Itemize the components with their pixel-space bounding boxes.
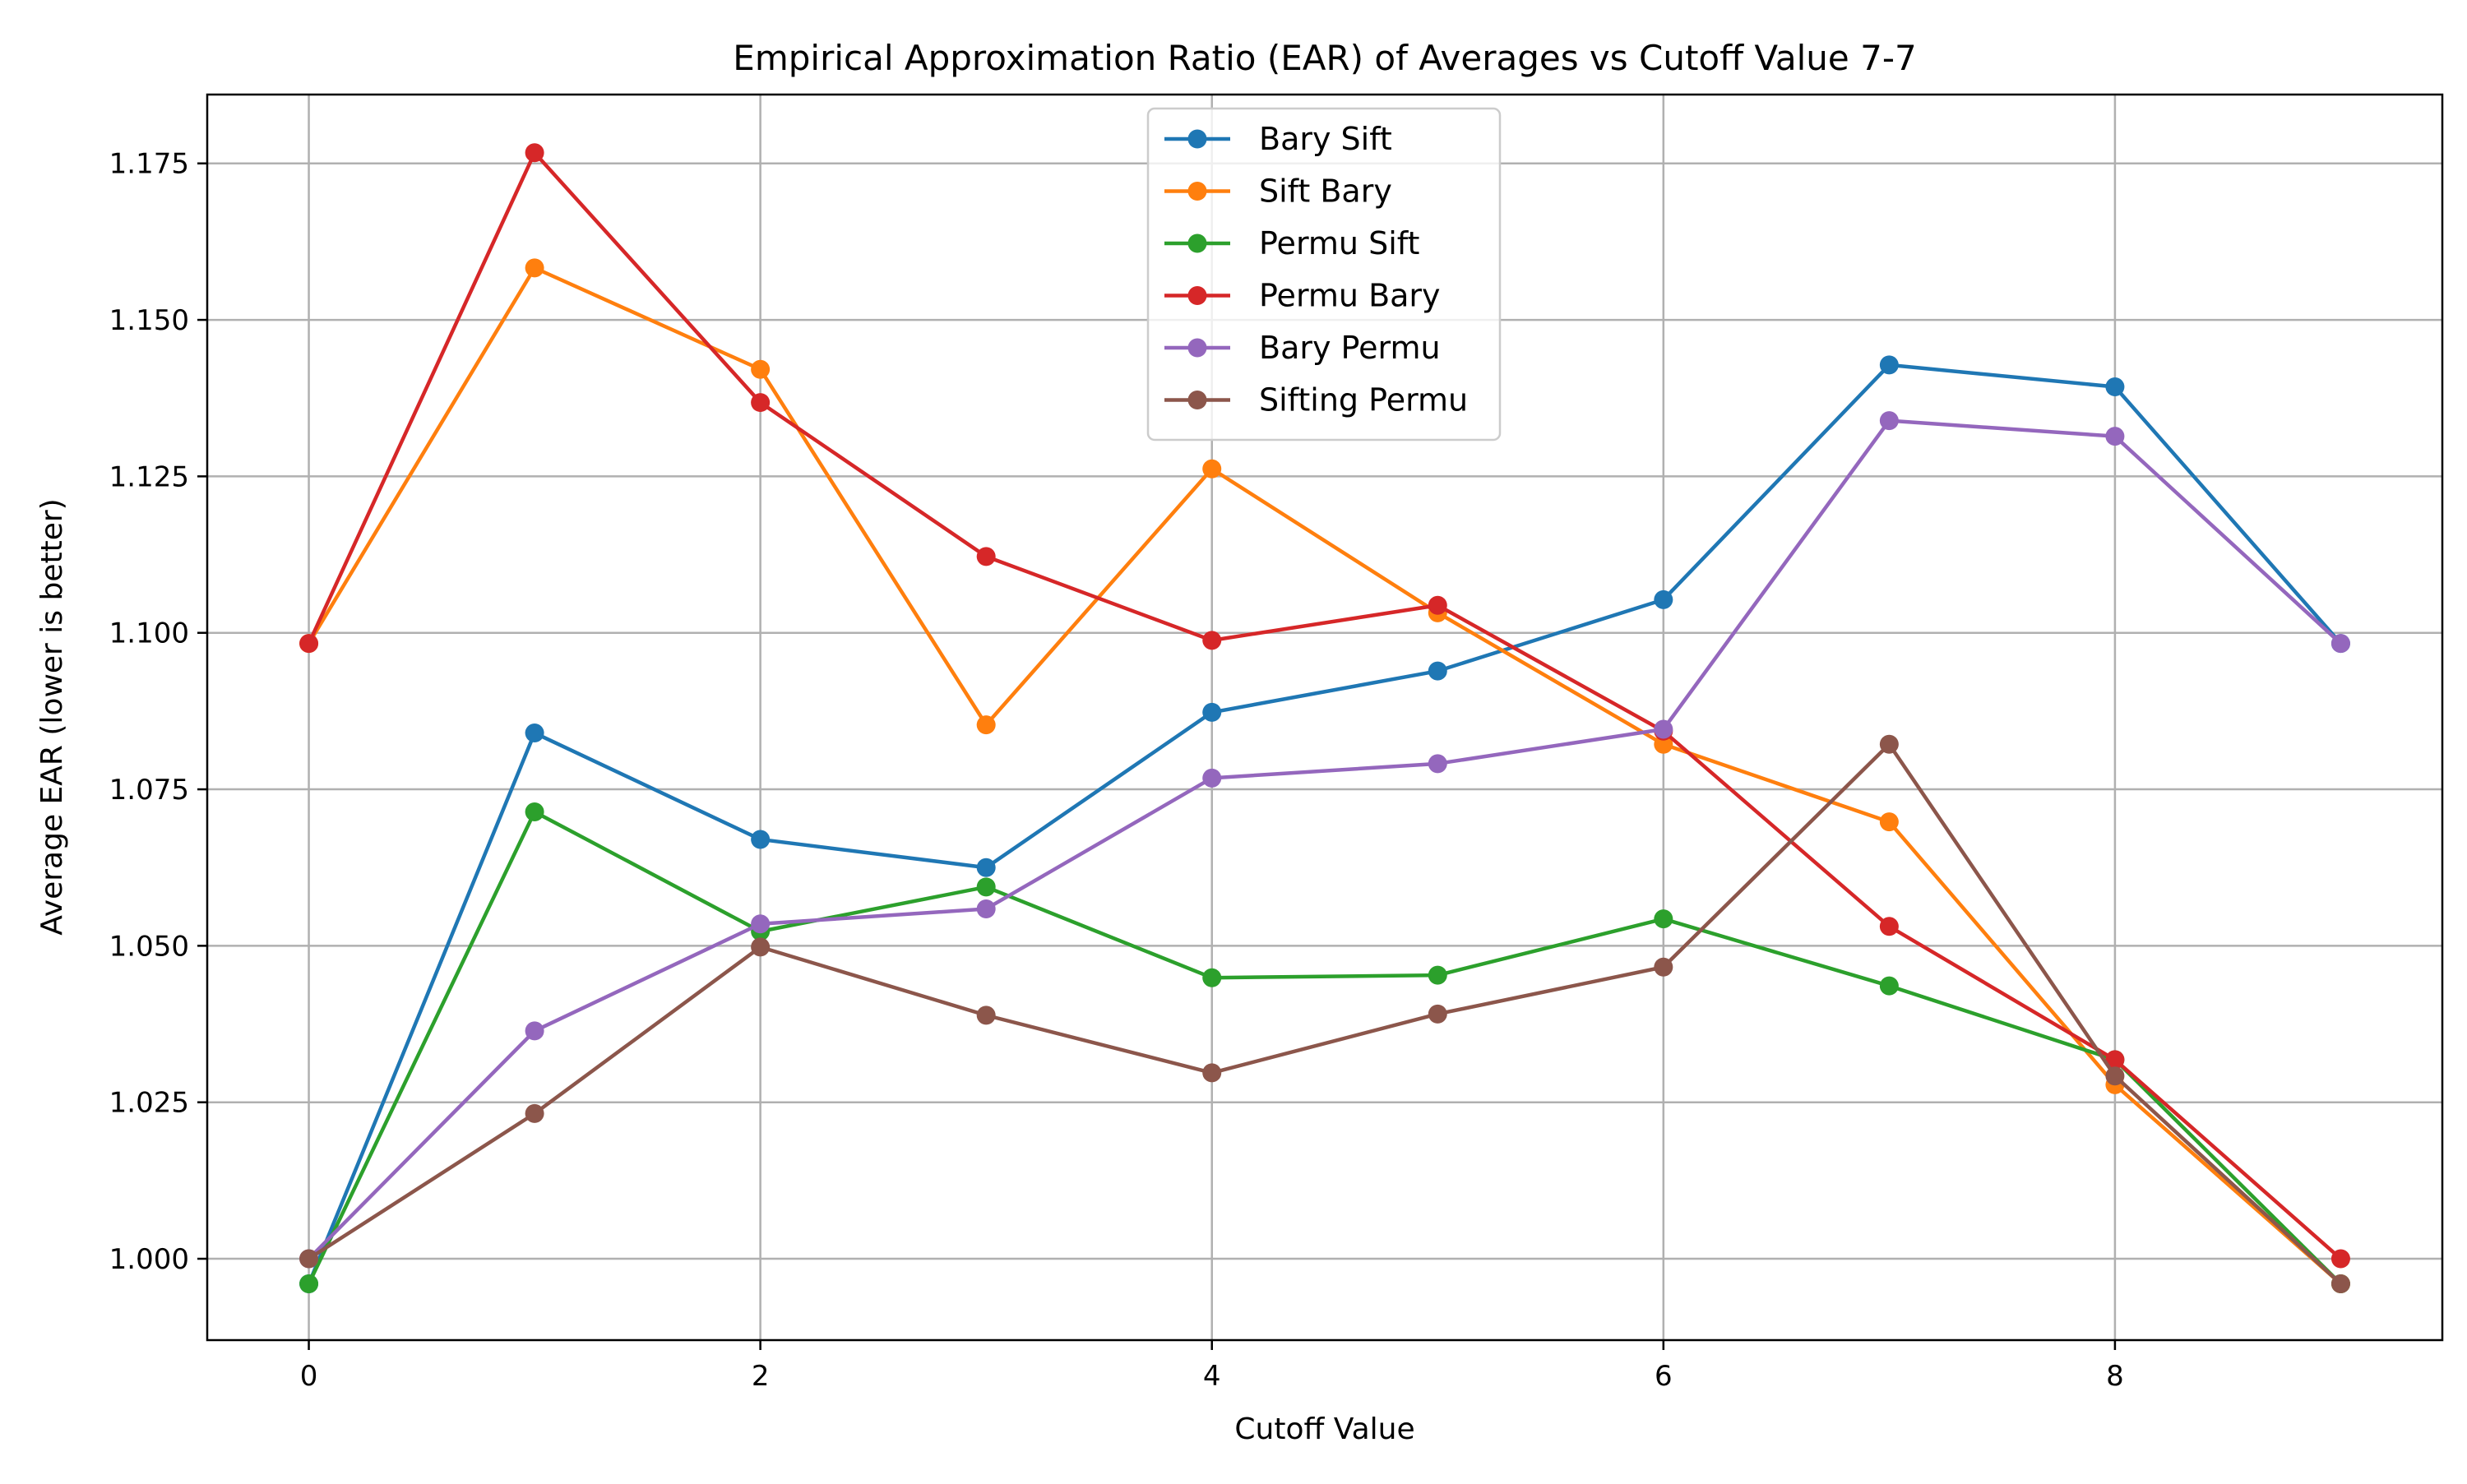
data-point — [1202, 702, 1222, 722]
x-tick-label: 8 — [2106, 1360, 2124, 1393]
legend-item: Sift Bary — [1164, 173, 1392, 210]
y-tick-label: 1.000 — [109, 1243, 189, 1276]
x-tick-label: 0 — [300, 1360, 318, 1393]
data-point — [1202, 968, 1222, 987]
data-point — [299, 1274, 319, 1293]
series-line — [307, 418, 2342, 1260]
y-tick-label: 1.075 — [109, 774, 189, 807]
data-point — [525, 1103, 544, 1123]
x-axis-label: Cutoff Value — [1234, 1412, 1414, 1446]
data-point — [1654, 957, 1673, 977]
data-point — [751, 914, 771, 934]
data-point — [976, 715, 996, 735]
plot-frame — [206, 93, 2444, 1342]
legend-marker — [1187, 391, 1207, 409]
data-point — [751, 393, 771, 413]
legend-marker — [1187, 338, 1207, 358]
series-line — [307, 363, 2343, 1285]
series-line — [308, 742, 2342, 1286]
data-point — [1202, 631, 1222, 650]
series-line — [307, 266, 2342, 1286]
series-bary-permu — [299, 411, 2350, 1269]
data-point — [525, 1021, 544, 1041]
legend-label: Permu Bary — [1259, 278, 1441, 314]
y-tick-label: 1.025 — [109, 1087, 189, 1120]
data-point — [1879, 917, 1899, 936]
data-point — [299, 1249, 319, 1269]
data-point — [1428, 1004, 1447, 1024]
data-point — [1879, 734, 1899, 754]
data-point — [525, 802, 544, 821]
data-point — [525, 724, 544, 743]
data-point — [1654, 909, 1673, 929]
data-point — [976, 877, 996, 897]
x-tick-label: 2 — [752, 1360, 770, 1393]
y-tick-label: 1.100 — [109, 617, 189, 650]
data-point — [1202, 768, 1222, 788]
y-axis-label: Average EAR (lower is better) — [35, 498, 69, 935]
legend-marker — [1187, 129, 1207, 149]
data-point — [1428, 661, 1447, 681]
series-line — [307, 150, 2342, 1260]
legend-label: Bary Permu — [1259, 330, 1441, 366]
series-permu-bary — [299, 143, 2350, 1269]
data-point — [751, 359, 771, 379]
series-sifting-permu — [299, 734, 2350, 1293]
data-point — [976, 899, 996, 918]
data-point — [1879, 411, 1899, 431]
legend-item: Sifting Permu — [1164, 382, 1468, 418]
data-point — [2330, 1274, 2350, 1293]
x-tick-label: 6 — [1655, 1360, 1673, 1393]
legend-box — [1146, 107, 1502, 442]
y-tick-label: 1.175 — [109, 148, 189, 181]
data-point — [1879, 812, 1899, 832]
data-point — [1654, 734, 1673, 754]
data-point — [2330, 634, 2350, 654]
data-point — [299, 634, 319, 654]
data-point — [751, 830, 771, 849]
data-point — [1202, 1063, 1222, 1083]
legend-marker — [1187, 182, 1207, 201]
legend-marker — [1187, 286, 1207, 305]
data-point — [976, 858, 996, 877]
chart-title: Empirical Approximation Ratio (EAR) of A… — [733, 38, 1916, 78]
series-line — [307, 810, 2343, 1286]
data-point — [1428, 965, 1447, 985]
data-point — [525, 258, 544, 278]
y-tick-label: 1.050 — [109, 930, 189, 963]
legend-label: Sifting Permu — [1259, 382, 1468, 418]
x-tick-label: 4 — [1203, 1360, 1221, 1393]
legend-label: Sift Bary — [1259, 173, 1392, 210]
data-point — [1654, 719, 1673, 739]
legend-label: Permu Sift — [1259, 225, 1419, 261]
legend-label: Bary Sift — [1259, 121, 1392, 157]
data-point — [1428, 754, 1447, 774]
series-layer — [299, 143, 2350, 1293]
data-point — [2105, 1050, 2125, 1070]
data-point — [976, 547, 996, 566]
data-point — [2105, 1066, 2125, 1086]
data-point — [2330, 1249, 2350, 1269]
y-tick-label: 1.125 — [109, 460, 189, 493]
data-point — [1879, 976, 1899, 996]
data-point — [1428, 595, 1447, 615]
data-point — [1654, 589, 1673, 609]
data-point — [1879, 355, 1899, 375]
ticks: 0 2 4 6 8 1.000 1.025 1.050 1.075 1.100 1.125 1.150… — [109, 148, 2124, 1393]
legend: Bary Sift Sift Bary Permu Sift Permu Bary Ba… — [1146, 107, 1502, 442]
legend-item: Bary Permu — [1164, 330, 1441, 366]
legend-item: Permu Bary — [1164, 278, 1441, 314]
data-point — [2105, 377, 2125, 397]
data-point — [525, 143, 544, 163]
legend-item: Bary Sift — [1164, 121, 1392, 157]
y-tick-label: 1.150 — [109, 304, 189, 337]
data-point — [976, 1006, 996, 1025]
data-point — [751, 937, 771, 957]
legend-marker — [1187, 233, 1207, 253]
data-point — [2105, 427, 2125, 446]
legend-item: Permu Sift — [1164, 225, 1419, 261]
data-point — [1202, 459, 1222, 478]
